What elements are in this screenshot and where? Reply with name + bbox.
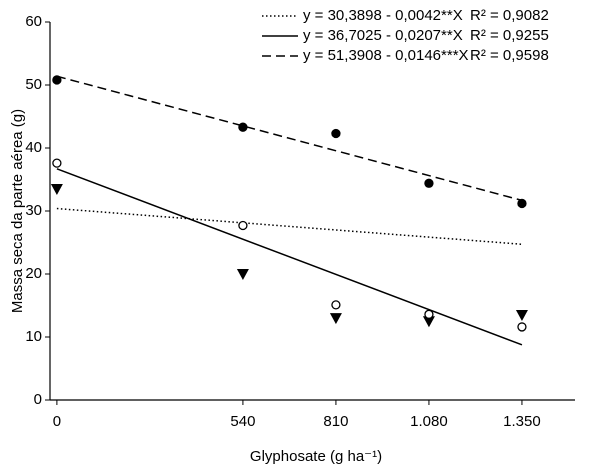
- point: [331, 128, 341, 139]
- point: [422, 316, 435, 328]
- point: [424, 178, 434, 188]
- x-tick-label: 0: [53, 413, 61, 430]
- point: [236, 269, 249, 280]
- x-axis-label: Glyphosate (g ha⁻¹): [250, 448, 382, 465]
- y-tick-label: 40: [25, 139, 42, 156]
- y-tick-label: 10: [25, 328, 42, 345]
- point: [329, 313, 342, 325]
- x-tick-label: 810: [323, 413, 348, 430]
- y-tick-label: 50: [25, 76, 42, 93]
- point: [238, 122, 248, 132]
- legend-equation: y = 36,7025 - 0,0207**X: [303, 27, 463, 44]
- legend-r2: R² = 0,9255: [470, 27, 549, 44]
- x-tick-label: 1.350: [503, 413, 541, 430]
- point: [515, 309, 528, 321]
- point: [517, 198, 527, 209]
- point: [52, 158, 62, 168]
- regression-line: [56, 168, 523, 346]
- point: [331, 300, 341, 310]
- y-tick-label: 60: [25, 13, 42, 30]
- y-tick-label: 30: [25, 202, 42, 219]
- legend-equation: y = 51,3908 - 0,0146***X: [303, 47, 469, 64]
- x-tick-label: 540: [230, 413, 255, 430]
- y-tick-label: 0: [34, 391, 42, 408]
- regression-line: [56, 75, 523, 202]
- point: [517, 322, 527, 332]
- point: [238, 220, 248, 231]
- y-axis-label: Massa seca da parte aérea (g): [9, 109, 26, 313]
- regression-line: [56, 207, 523, 246]
- legend-r2: R² = 0,9598: [470, 47, 549, 64]
- point: [50, 183, 63, 195]
- legend-r2: R² = 0,9082: [470, 7, 549, 24]
- y-tick-label: 20: [25, 265, 42, 282]
- legend-equation: y = 30,3898 - 0,0042**X: [303, 7, 463, 24]
- x-tick-label: 1.080: [410, 413, 448, 430]
- point: [424, 309, 434, 319]
- point: [52, 75, 62, 85]
